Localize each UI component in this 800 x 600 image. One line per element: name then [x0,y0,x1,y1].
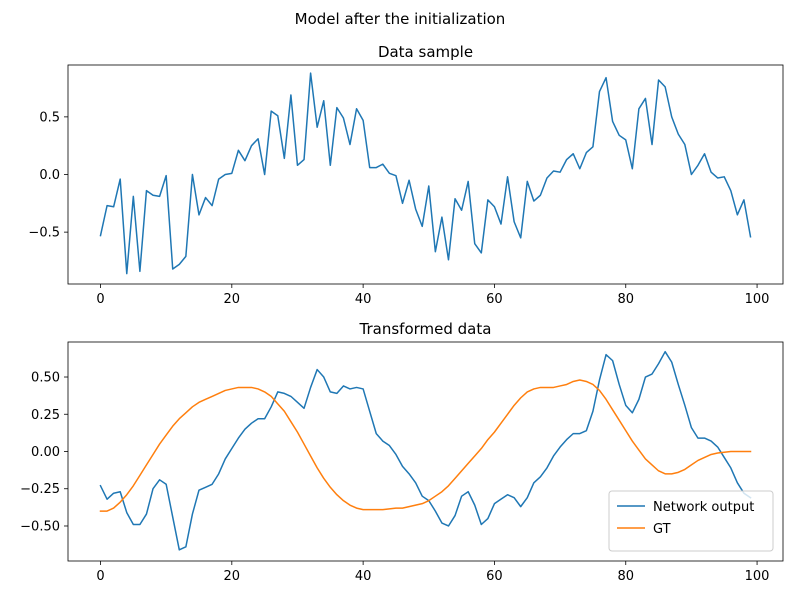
series-line-0 [99,72,752,275]
x-tick-label: 80 [617,569,634,584]
legend-entry: Network output [653,500,754,515]
axes-frame [67,64,784,285]
series-line-1 [99,379,752,512]
y-tick-label: −0.25 [20,482,60,497]
legend-entry: GT [653,522,671,537]
figure-title: Model after the initialization [295,10,506,28]
legend: Network output GT [608,490,774,552]
x-tick-label: 60 [486,292,503,307]
series-line-0 [99,350,752,551]
subplot-title: Data sample [378,43,473,61]
y-tick-label: 0.50 [31,371,60,386]
x-tick-label: 40 [355,292,372,307]
x-tick-label: 100 [745,292,770,307]
subplot-title: Transformed data [359,320,492,338]
subplot-transformed-data: Transformed data 0 20 40 60 80 100 −0.50 −0.25 0.… [20,320,784,584]
subplot-data-sample: Data sample 0 20 40 60 80 100 −0.5 0.0 0.5 [28,43,784,307]
x-tick-label: 0 [96,292,104,307]
y-tick-label: 0.5 [39,110,60,125]
y-tick-label: 0.0 [39,168,60,183]
y-tick-label: 0.00 [31,445,60,460]
x-tick-label: 20 [224,569,241,584]
x-tick-label: 0 [96,569,104,584]
x-tick-label: 60 [486,569,503,584]
y-tick-label: −0.5 [28,226,60,241]
x-tick-label: 80 [617,292,634,307]
legend-frame [608,490,774,552]
y-tick-label: −0.50 [20,519,60,534]
x-tick-label: 100 [745,569,770,584]
x-tick-label: 40 [355,569,372,584]
y-tick-label: 0.25 [31,408,60,423]
x-tick-label: 20 [224,292,241,307]
